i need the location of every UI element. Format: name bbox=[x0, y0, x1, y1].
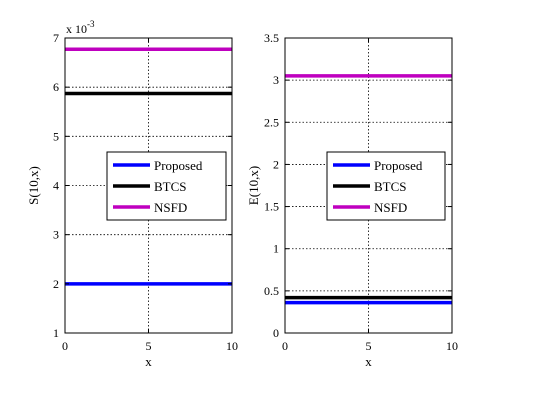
y-tick-label: 1.5 bbox=[264, 200, 279, 214]
legend-label-btcs: BTCS bbox=[154, 179, 187, 194]
x-tick-label: 5 bbox=[366, 339, 372, 353]
y-tick-label: 4 bbox=[53, 179, 59, 193]
legend: Proposed BTCS NSFD bbox=[106, 151, 227, 221]
y-axis-label: E(10,x) bbox=[246, 166, 261, 205]
y-tick-label: 7 bbox=[53, 31, 59, 45]
y-tick-label: 3.5 bbox=[264, 31, 279, 45]
y-tick-label: 1 bbox=[53, 326, 59, 340]
legend-label-proposed: Proposed bbox=[374, 158, 423, 173]
y-tick-label: 2 bbox=[273, 157, 279, 171]
chart-1: 0 5 10 1 2 3 4 5 6 7 x S(10,x) x 10-3 Proposed BTCS NSF… bbox=[26, 19, 238, 369]
x-tick-label: 0 bbox=[282, 339, 288, 353]
y-tick-label: 1 bbox=[273, 242, 279, 256]
legend-label-btcs: BTCS bbox=[374, 179, 407, 194]
y-tick-label: 2 bbox=[53, 277, 59, 291]
x-axis-label: x bbox=[145, 354, 152, 369]
y-axis-label: S(10,x) bbox=[26, 166, 41, 205]
y-tick-label: 3 bbox=[273, 73, 279, 87]
y-tick-label: 6 bbox=[53, 80, 59, 94]
x-tick-label: 5 bbox=[146, 339, 152, 353]
legend: Proposed BTCS NSFD bbox=[326, 151, 446, 221]
y-tick-label: 0 bbox=[273, 326, 279, 340]
x-tick-label: 10 bbox=[446, 339, 458, 353]
legend-label-nsfd: NSFD bbox=[154, 200, 187, 215]
x-tick-label: 10 bbox=[226, 339, 238, 353]
chart-2: 0 5 10 0 0.5 1 1.5 2 2.5 3 3.5 x E(10,x) Proposed BTCS… bbox=[246, 31, 458, 369]
y-tick-label: 0.5 bbox=[264, 284, 279, 298]
y-tick-label: 5 bbox=[53, 129, 59, 143]
y-tick-label: 3 bbox=[53, 228, 59, 242]
legend-label-nsfd: NSFD bbox=[374, 200, 407, 215]
y-axis-multiplier: x 10-3 bbox=[66, 19, 95, 36]
y-tick-label: 2.5 bbox=[264, 115, 279, 129]
x-axis-label: x bbox=[365, 354, 372, 369]
x-tick-label: 0 bbox=[62, 339, 68, 353]
legend-label-proposed: Proposed bbox=[154, 158, 203, 173]
